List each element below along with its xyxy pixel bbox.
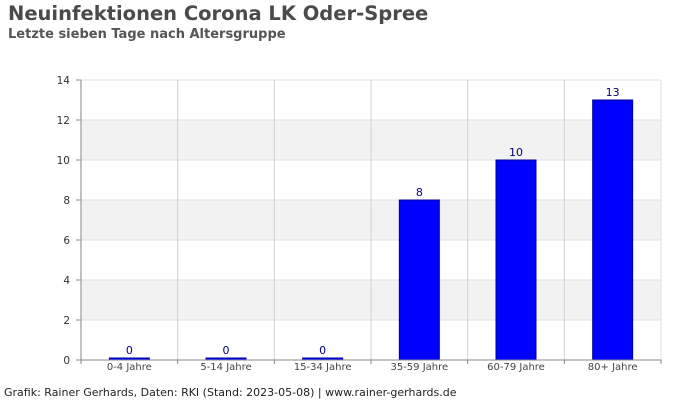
data-label: 13 — [606, 86, 620, 99]
bar-35-59 Jahre — [398, 199, 440, 361]
chart-subtitle: Letzte sieben Tage nach Altersgruppe — [8, 27, 286, 42]
data-label: 0 — [319, 344, 326, 357]
data-labels: 0 0 0 8 10 13 — [126, 86, 620, 357]
bar-60-79 Jahre — [495, 159, 537, 361]
bars — [108, 99, 634, 361]
y-tick-label: 6 — [63, 235, 70, 247]
x-tick-label: 0-4 Jahre — [107, 362, 152, 373]
data-label: 8 — [416, 186, 423, 199]
x-tick-label: 5-14 Jahre — [200, 362, 251, 373]
x-axis-ticks: 0-4 Jahre 5-14 Jahre 15-34 Jahre 35-59 Jahr… — [107, 362, 638, 373]
data-label: 0 — [126, 344, 133, 357]
chart-title: Neuinfektionen Corona LK Oder-Spree — [8, 2, 429, 25]
x-tick-label: 80+ Jahre — [588, 362, 638, 373]
x-tick-label: 35-59 Jahre — [390, 362, 448, 373]
y-tick-label: 4 — [63, 275, 70, 287]
axes — [76, 80, 662, 364]
y-axis-ticks: 0 2 4 6 8 10 12 14 — [57, 75, 81, 367]
footer-credit: Grafik: Rainer Gerhards, Daten: RKI (Sta… — [4, 386, 457, 399]
data-label: 10 — [509, 146, 523, 159]
y-tick-label: 2 — [63, 315, 70, 327]
y-tick-label: 8 — [63, 195, 70, 207]
y-tick-label: 10 — [57, 155, 70, 167]
bar-80+ Jahre — [592, 99, 634, 361]
y-tick-label: 14 — [57, 75, 71, 87]
x-tick-label: 15-34 Jahre — [294, 362, 352, 373]
x-tick-label: 60-79 Jahre — [487, 362, 545, 373]
y-tick-label: 0 — [63, 355, 70, 367]
data-label: 0 — [223, 344, 230, 357]
y-tick-label: 12 — [57, 115, 70, 127]
